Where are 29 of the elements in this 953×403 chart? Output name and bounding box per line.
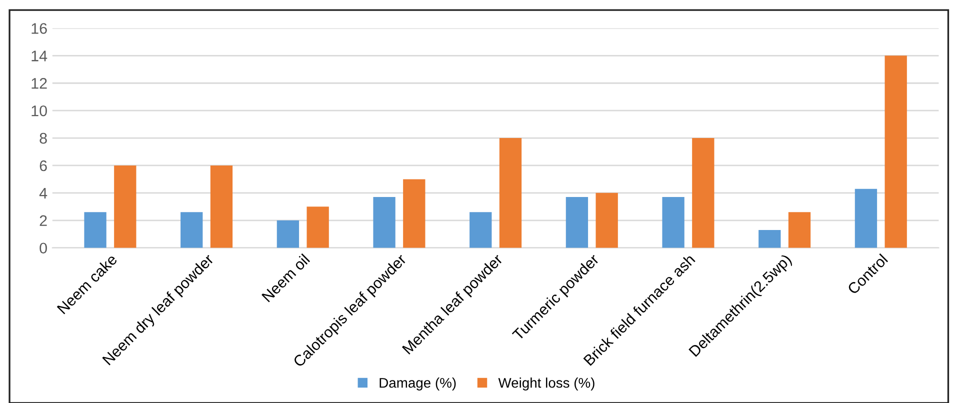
bar	[758, 230, 781, 248]
bar	[373, 197, 396, 248]
y-tick-label: 6	[40, 160, 47, 172]
y-tick-label: 10	[32, 105, 47, 116]
bar	[662, 197, 684, 248]
y-tick-label: 8	[40, 132, 47, 144]
bar	[276, 220, 300, 248]
bar	[84, 212, 106, 248]
bar	[114, 165, 136, 248]
bar	[210, 165, 233, 248]
bar	[854, 188, 878, 248]
bar	[180, 212, 203, 248]
y-tick-label: 12	[32, 78, 47, 89]
bar	[403, 179, 426, 248]
bar	[499, 138, 522, 248]
legend-label: Damage (%)	[380, 378, 456, 390]
y-tick-label: 16	[32, 23, 47, 34]
bar	[566, 197, 588, 248]
bar	[306, 206, 329, 248]
y-tick-label: 4	[39, 188, 48, 198]
y-tick-label: 14	[32, 50, 48, 62]
bar	[884, 56, 907, 248]
legend-label: Weight loss (%)	[498, 378, 594, 390]
bar	[470, 212, 492, 248]
bar	[692, 138, 714, 248]
y-tick-label: 2	[40, 215, 47, 226]
bar	[788, 212, 811, 248]
bar	[596, 192, 618, 248]
y-tick-label: 0	[40, 242, 47, 254]
